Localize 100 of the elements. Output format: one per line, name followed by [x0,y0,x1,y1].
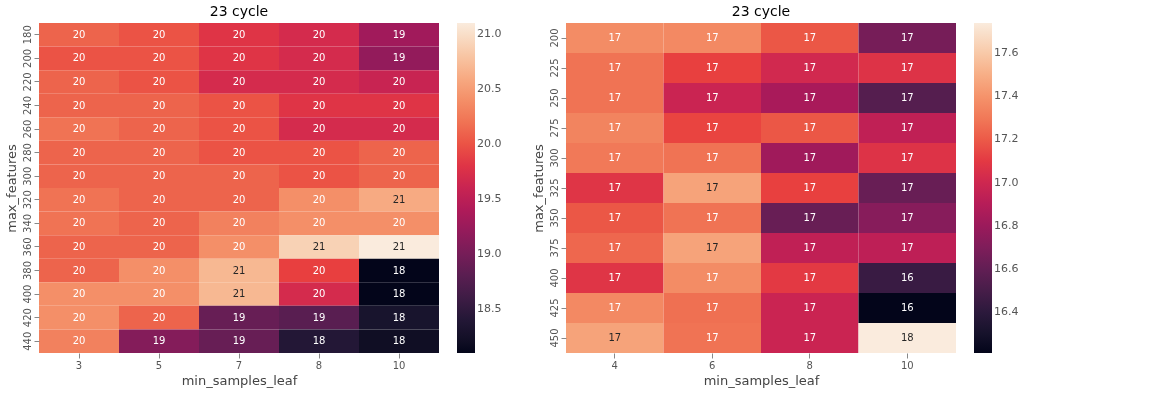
chart-title: 23 cycle [731,3,791,19]
data-label: 20 [312,193,326,205]
y-tick-label: 260 [21,119,33,139]
data-label: 17 [705,62,719,73]
data-label: 17 [803,242,817,253]
y-tick-label: 380 [21,260,33,281]
data-label: 17 [705,272,719,283]
y-tick-label: 240 [21,95,33,116]
color-bar-label: 17.6 [994,46,1019,60]
data-label: 20 [312,146,326,158]
data-label: 20 [312,123,326,135]
data-label: 17 [803,122,817,133]
data-label: 20 [232,123,246,135]
data-label: 19 [152,335,166,347]
color-bar-label: 17.2 [994,132,1019,146]
color-bar-label: 21.0 [477,27,502,40]
x-tick-label: 8 [315,359,323,371]
color-bar-label: 17.0 [994,175,1019,189]
data-label: 17 [705,92,719,103]
data-label: 17 [705,152,719,163]
data-label: 17 [803,332,817,343]
data-label: 16 [900,302,914,313]
data-label: 17 [803,152,817,163]
data-label: 20 [392,123,406,135]
y-axis-title: max_features [530,144,546,233]
data-label: 17 [705,242,719,253]
data-label: 17 [608,152,622,163]
y-tick-label: 425 [548,298,560,318]
data-label: 20 [72,28,86,40]
x-tick-label: 8 [806,359,813,371]
data-label: 19 [312,311,326,323]
data-label: 17 [705,32,719,43]
data-label: 17 [803,182,817,193]
y-tick-label: 400 [548,268,560,288]
y-tick-label: 350 [548,208,560,228]
data-label: 18 [392,335,406,347]
data-label: 20 [72,264,86,276]
y-tick-label: 200 [548,28,560,48]
y-tick-label: 180 [21,25,33,45]
y-tick-label: 360 [21,237,33,257]
data-label: 17 [705,332,719,343]
data-label: 17 [608,242,622,253]
y-tick-label: 300 [21,166,33,186]
data-label: 17 [803,92,817,103]
data-label: 20 [232,217,246,229]
data-label: 17 [608,32,622,43]
data-label: 20 [152,99,166,111]
data-label: 17 [705,212,719,223]
x-axis-title: min_samples_leaf [181,372,298,388]
data-label: 18 [900,332,914,343]
data-label: 20 [152,193,166,205]
data-label: 20 [72,170,86,182]
data-label: 18 [392,311,406,323]
data-label: 20 [152,264,166,276]
x-tick-label: 4 [611,359,618,371]
x-tick-label: 5 [155,359,163,371]
data-label: 20 [232,75,246,87]
data-label: 20 [72,335,86,347]
data-label: 17 [900,122,914,133]
data-label: 20 [72,240,86,252]
data-label: 20 [232,240,246,252]
data-label: 17 [803,32,817,43]
data-label: 18 [312,335,326,347]
data-label: 20 [232,146,246,158]
y-tick-label: 280 [21,143,33,163]
data-label: 20 [152,28,166,40]
data-label: 17 [705,122,719,133]
data-label: 17 [608,212,622,223]
color-bar-label: 16.6 [994,261,1019,275]
y-tick-label: 375 [548,238,560,258]
data-label: 19 [392,52,406,64]
x-tick-label: 10 [392,359,406,371]
data-label: 20 [312,28,326,40]
data-label: 20 [232,99,246,111]
color-bar-label: 16.8 [994,218,1019,232]
data-label: 21 [232,288,246,300]
y-tick-label: 250 [548,88,560,108]
data-label: 20 [312,264,326,276]
data-label: 20 [232,28,246,40]
y-tick-label: 225 [548,58,560,78]
data-label: 20 [152,240,166,252]
data-label: 17 [608,302,622,313]
data-label: 20 [392,75,406,87]
data-label: 20 [232,170,246,182]
data-label: 17 [608,122,622,133]
data-label: 18 [392,288,406,300]
y-tick-label: 450 [548,328,560,348]
color-bar-label: 20.0 [477,137,502,150]
data-label: 17 [803,272,817,283]
x-tick-label: 3 [75,359,83,371]
data-label: 17 [608,92,622,103]
data-label: 20 [392,170,406,182]
y-tick-label: 400 [21,284,33,304]
y-tick-label: 420 [21,308,33,328]
data-label: 17 [803,302,817,313]
data-label: 17 [608,182,622,193]
x-tick-label: 7 [235,359,243,371]
data-label: 20 [72,75,86,87]
data-label: 17 [900,182,914,193]
y-axis-title: max_features [3,144,19,233]
